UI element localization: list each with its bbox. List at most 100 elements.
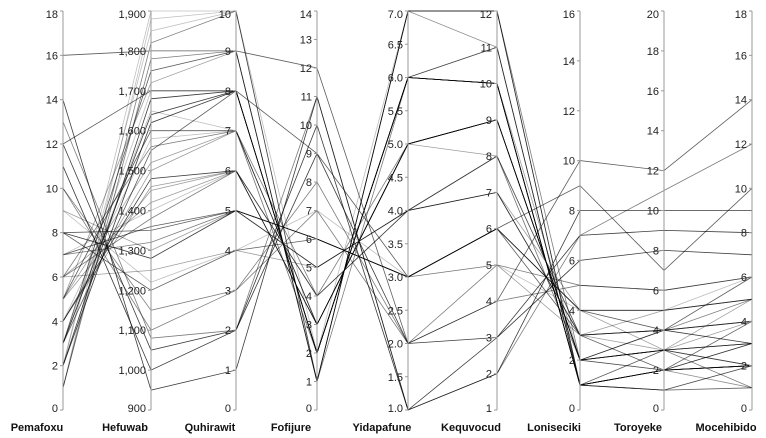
axis-7-tick-label-9: 18	[647, 46, 659, 58]
axis-4-tick-label-3: 2.5	[388, 305, 403, 317]
axis-1-tick-label-6: 1,500	[118, 166, 146, 178]
axis-label-yidapafune: Yidapafune	[353, 422, 412, 434]
axis-3-tick-label-7: 7	[306, 206, 312, 218]
axis-2-tick-label-5: 5	[225, 206, 231, 218]
axis-4-tick-label-6: 4.0	[388, 206, 403, 218]
axis-3-tick-label-0: 0	[306, 403, 312, 415]
axis-8-tick-label-6: 12	[735, 139, 747, 151]
axis-4-tick-label-0: 1.0	[388, 403, 403, 415]
axis-7-tick-label-4: 8	[653, 245, 659, 257]
axis-2-tick-label-0: 0	[225, 403, 231, 415]
axis-2-tick-label-6: 6	[225, 166, 231, 178]
axis-7-tick-label-7: 14	[647, 126, 659, 138]
axis-1-tick-label-2: 1,100	[118, 325, 146, 337]
axis-3-tick-label-4: 4	[306, 291, 312, 303]
axis-6-tick-label-3: 6	[569, 255, 575, 267]
axis-2-tick-label-2: 2	[225, 325, 231, 337]
axis-3-tick-label-6: 6	[306, 234, 312, 246]
axis-1-tick-label-7: 1,600	[118, 126, 146, 138]
axis-5-tick-label-5: 6	[486, 224, 492, 236]
axis-3-tick-label-1: 1	[306, 377, 312, 389]
axis-5-tick-label-0: 1	[486, 403, 492, 415]
axis-0-tick-label-1: 2	[52, 361, 58, 373]
axis-4-tick-label-8: 5.0	[388, 139, 403, 151]
axis-6-tick-label-8: 16	[563, 9, 575, 21]
axis-8-tick-label-2: 4	[741, 316, 747, 328]
axis-3-tick-label-9: 9	[306, 149, 312, 161]
axis-1-tick-label-8: 1,700	[118, 86, 146, 98]
axis-label-loniseciki: Loniseciki	[527, 422, 581, 434]
axis-2-tick-label-4: 4	[225, 245, 231, 257]
axis-2-tick-label-3: 3	[225, 285, 231, 297]
axis-0-tick-label-2: 4	[52, 316, 58, 328]
axis-5-tick-label-1: 2	[486, 369, 492, 381]
axis-4-tick-label-10: 6.0	[388, 73, 403, 85]
axis-5-tick-label-11: 12	[480, 9, 492, 21]
axis-8-tick-label-0: 0	[741, 403, 747, 415]
axis-5-tick-label-8: 9	[486, 115, 492, 127]
axis-6-tick-label-2: 4	[569, 305, 575, 317]
axis-3-tick-label-12: 12	[300, 63, 312, 75]
axis-1-tick-label-0: 900	[128, 403, 146, 415]
axis-5-tick-label-7: 8	[486, 151, 492, 163]
axis-3-tick-label-10: 10	[300, 120, 312, 132]
axis-8-tick-label-5: 10	[735, 183, 747, 195]
axis-6-tick-label-5: 10	[563, 156, 575, 168]
axis-label-pemafoxu: Pemafoxu	[11, 422, 64, 434]
axes-layer: 024681012141618Pemafoxu9001,0001,1001,20…	[11, 9, 757, 434]
axis-7-tick-label-3: 6	[653, 285, 659, 297]
axis-0-tick-label-3: 6	[52, 272, 58, 284]
axis-1-tick-label-9: 1,800	[118, 46, 146, 58]
axis-7-tick-label-8: 16	[647, 86, 659, 98]
axis-3-tick-label-14: 14	[300, 9, 312, 21]
axis-label-quhirawit: Quhirawit	[185, 422, 236, 434]
axis-0-tick-label-7: 14	[46, 95, 58, 107]
axis-3-tick-label-2: 2	[306, 348, 312, 360]
axis-0-tick-label-6: 12	[46, 139, 58, 151]
axis-8-tick-label-3: 6	[741, 272, 747, 284]
axis-7-tick-label-10: 20	[647, 9, 659, 21]
axis-4-tick-label-1: 1.5	[388, 372, 403, 384]
axis-2-tick-label-1: 1	[225, 365, 231, 377]
axis-2-tick-label-9: 9	[225, 46, 231, 58]
axis-8-tick-label-4: 8	[741, 228, 747, 240]
axis-5-tick-label-10: 11	[481, 42, 492, 54]
axis-0-tick-label-0: 0	[52, 403, 58, 415]
axis-6-tick-label-4: 8	[569, 206, 575, 218]
axis-7-tick-label-2: 4	[653, 325, 659, 337]
axis-1-tick-label-1: 1,000	[118, 365, 146, 377]
axis-0-tick-label-8: 16	[46, 50, 58, 62]
axis-1-tick-label-3: 1,200	[118, 285, 146, 297]
axis-5-tick-label-2: 3	[486, 332, 492, 344]
axis-2-tick-label-8: 8	[225, 86, 231, 98]
axis-8-tick-label-9: 18	[735, 9, 747, 21]
axis-3-tick-label-5: 5	[306, 263, 312, 275]
axis-2-tick-label-7: 7	[225, 126, 231, 138]
axis-6-tick-label-0: 0	[569, 403, 575, 415]
axis-4-tick-label-2: 2.0	[388, 339, 403, 351]
axis-5-tick-label-3: 4	[486, 296, 492, 308]
axis-1-tick-label-5: 1,400	[118, 206, 146, 218]
axis-5-tick-label-9: 10	[480, 79, 492, 91]
axis-3-tick-label-3: 3	[306, 320, 312, 332]
axis-8-tick-label-1: 2	[741, 361, 747, 373]
axis-label-hefuwab: Hefuwab	[102, 422, 148, 434]
axis-label-mocehibido: Mocehibido	[695, 422, 756, 434]
axis-0-tick-label-9: 18	[46, 9, 58, 21]
axis-5-tick-label-4: 5	[486, 260, 492, 272]
axis-3-tick-label-8: 8	[306, 177, 312, 189]
axis-6-tick-label-6: 12	[563, 106, 575, 118]
axis-5-tick-label-6: 7	[486, 187, 492, 199]
axis-label-toroyeke: Toroyeke	[614, 422, 662, 434]
axis-0-tick-label-5: 10	[46, 183, 58, 195]
axis-8-tick-label-8: 16	[735, 50, 747, 62]
axis-1-tick-label-4: 1,300	[118, 245, 146, 257]
axis-7-tick-label-1: 2	[653, 365, 659, 377]
axis-6-tick-label-1: 2	[569, 355, 575, 367]
axis-label-kequvocud: Kequvocud	[441, 422, 501, 434]
axis-4-tick-label-5: 3.5	[388, 239, 403, 251]
axis-3-tick-label-13: 13	[300, 35, 312, 47]
axis-2-tick-label-10: 10	[219, 9, 231, 21]
axis-label-fofijure: Fofijure	[271, 422, 311, 434]
